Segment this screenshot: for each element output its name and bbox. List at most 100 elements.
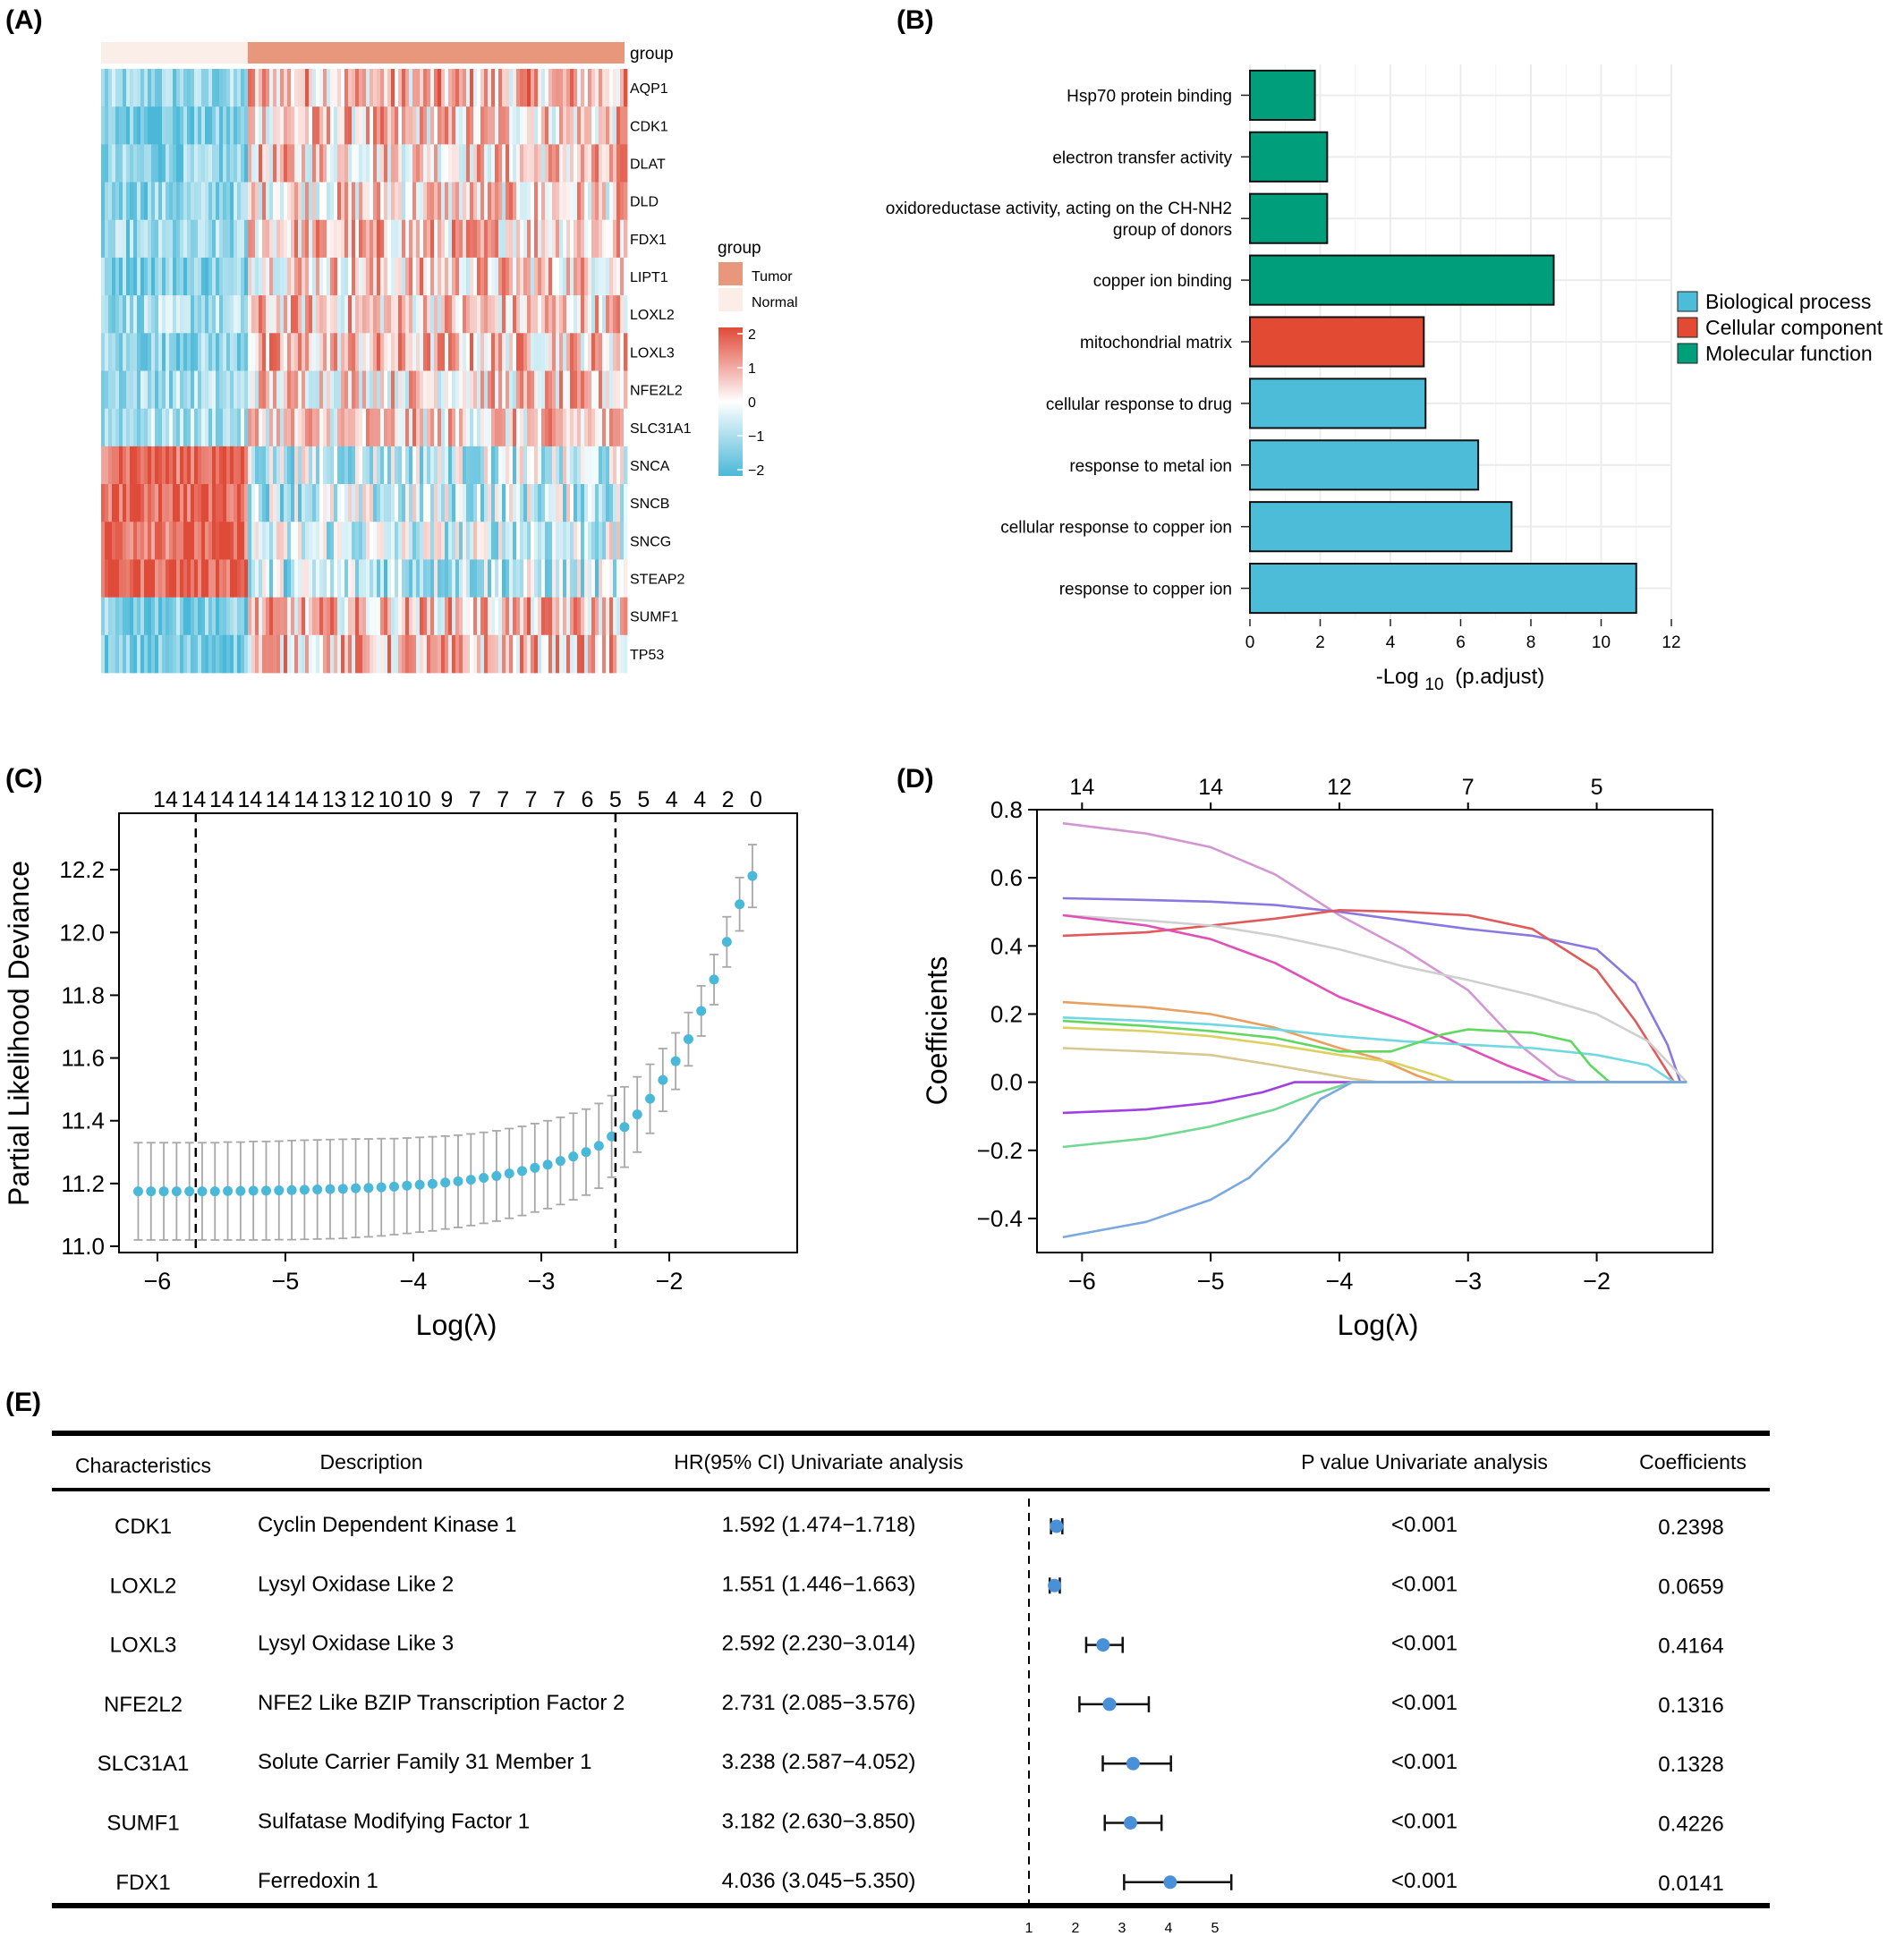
- heatmap-cell: [480, 295, 485, 334]
- heatmap-cell: [348, 522, 353, 560]
- heatmap-cell: [491, 484, 496, 522]
- heatmap-cell: [395, 408, 399, 447]
- heatmap-cell: [266, 257, 270, 296]
- heatmap-cell: [491, 106, 496, 145]
- heatmap-cell: [574, 144, 578, 183]
- heatmap-cell: [305, 559, 310, 599]
- heatmap-cell: [105, 182, 109, 221]
- heatmap-cell: [166, 333, 170, 371]
- heatmap-cell: [380, 295, 385, 334]
- heatmap-cell: [359, 182, 363, 221]
- heatmap-cell: [541, 446, 546, 485]
- heatmap-cell: [502, 522, 506, 560]
- heatmap-cell: [609, 408, 614, 447]
- heatmap-cell: [208, 408, 213, 447]
- heatmap-cell: [438, 559, 442, 599]
- heatmap-cell: [430, 559, 435, 599]
- heatmap-cell: [445, 446, 449, 485]
- heatmap-cell: [559, 144, 564, 183]
- heatmap-cell: [473, 69, 478, 107]
- heatmap-cell: [123, 634, 127, 674]
- heatmap-cell: [541, 106, 546, 145]
- top-count-label: 10: [406, 787, 431, 812]
- heatmap-cell: [183, 484, 188, 522]
- heatmap-cell: [520, 219, 524, 259]
- heatmap-cell: [470, 408, 474, 447]
- heatmap-cell: [223, 484, 227, 522]
- heatmap-cell: [287, 597, 292, 636]
- heatmap-cell: [520, 333, 524, 371]
- heatmap-cell: [180, 370, 184, 410]
- heatmap-cell: [352, 295, 356, 334]
- heatmap-cell: [151, 446, 156, 485]
- heatmap-cell: [130, 219, 134, 259]
- heatmap-cell: [105, 106, 109, 145]
- row-coefficient: 0.2398: [1658, 1516, 1723, 1540]
- heatmap-cell: [334, 295, 338, 334]
- heatmap-cell: [130, 295, 134, 334]
- heatmap-cell: [291, 634, 295, 674]
- row-pvalue: <0.001: [1391, 1632, 1458, 1656]
- heatmap-cell: [151, 219, 156, 259]
- x-axis-label-tail: (p.adjust): [1455, 665, 1544, 689]
- heatmap-cell: [284, 370, 288, 410]
- heatmap-cell: [398, 144, 403, 183]
- y-tick-label: −0.2: [977, 1137, 1023, 1164]
- heatmap-cell: [276, 69, 281, 107]
- heatmap-cell: [330, 333, 335, 371]
- heatmap-cell: [584, 182, 589, 221]
- heatmap-cell: [466, 257, 471, 296]
- heatmap-cell: [591, 370, 596, 410]
- heatmap-cell: [355, 408, 360, 447]
- category-label: mitochondrial matrix: [1080, 334, 1232, 352]
- forest-tick-label: 3: [1118, 1921, 1126, 1936]
- heatmap-cell: [448, 333, 453, 371]
- heatmap-cell: [427, 257, 431, 296]
- heatmap-cell: [563, 106, 567, 145]
- heatmap-cell: [370, 106, 374, 145]
- heatmap-cell: [312, 69, 317, 107]
- deviance-point: [607, 1131, 617, 1142]
- heatmap-cell: [541, 69, 546, 107]
- heatmap-cell: [581, 257, 585, 296]
- heatmap-cell: [559, 182, 564, 221]
- heatmap-cell: [595, 182, 599, 221]
- heatmap-cell: [302, 634, 306, 674]
- heatmap-cell: [133, 597, 138, 636]
- heatmap-cell: [276, 446, 281, 485]
- heatmap-cell: [137, 333, 141, 371]
- heatmap-cell: [244, 144, 249, 183]
- heatmap-cell: [370, 446, 374, 485]
- heatmap-cell: [423, 106, 428, 145]
- heatmap-cell: [441, 370, 446, 410]
- heatmap-cell: [140, 597, 145, 636]
- heatmap-cell: [520, 522, 524, 560]
- heatmap-cell: [330, 446, 335, 485]
- heatmap-cell: [316, 370, 320, 410]
- heatmap-cell: [226, 559, 231, 599]
- heatmap-cell: [577, 408, 582, 447]
- heatmap-cell: [477, 182, 481, 221]
- heatmap-cell: [362, 257, 367, 296]
- heatmap-cell: [280, 522, 285, 560]
- heatmap-cell: [502, 257, 506, 296]
- heatmap-cell: [438, 484, 442, 522]
- heatmap-cell: [591, 182, 596, 221]
- heatmap-cell: [545, 106, 549, 145]
- heatmap-cell: [205, 522, 209, 560]
- heatmap-cell: [559, 295, 564, 334]
- heatmap-cell: [130, 333, 134, 371]
- heatmap-cell: [405, 182, 410, 221]
- heatmap-cell: [309, 257, 313, 296]
- heatmap-cell: [398, 484, 403, 522]
- heatmap-cell: [176, 182, 181, 221]
- heatmap-cell: [523, 446, 528, 485]
- heatmap-cell: [191, 69, 195, 107]
- heatmap-legend: group Tumor Normal 210−1−2: [718, 239, 798, 479]
- heatmap-cell: [162, 69, 166, 107]
- heatmap-cell: [391, 333, 395, 371]
- heatmap-cell: [169, 522, 174, 560]
- heatmap-cell: [466, 597, 471, 636]
- heatmap-cell: [284, 69, 288, 107]
- heatmap-cell: [595, 295, 599, 334]
